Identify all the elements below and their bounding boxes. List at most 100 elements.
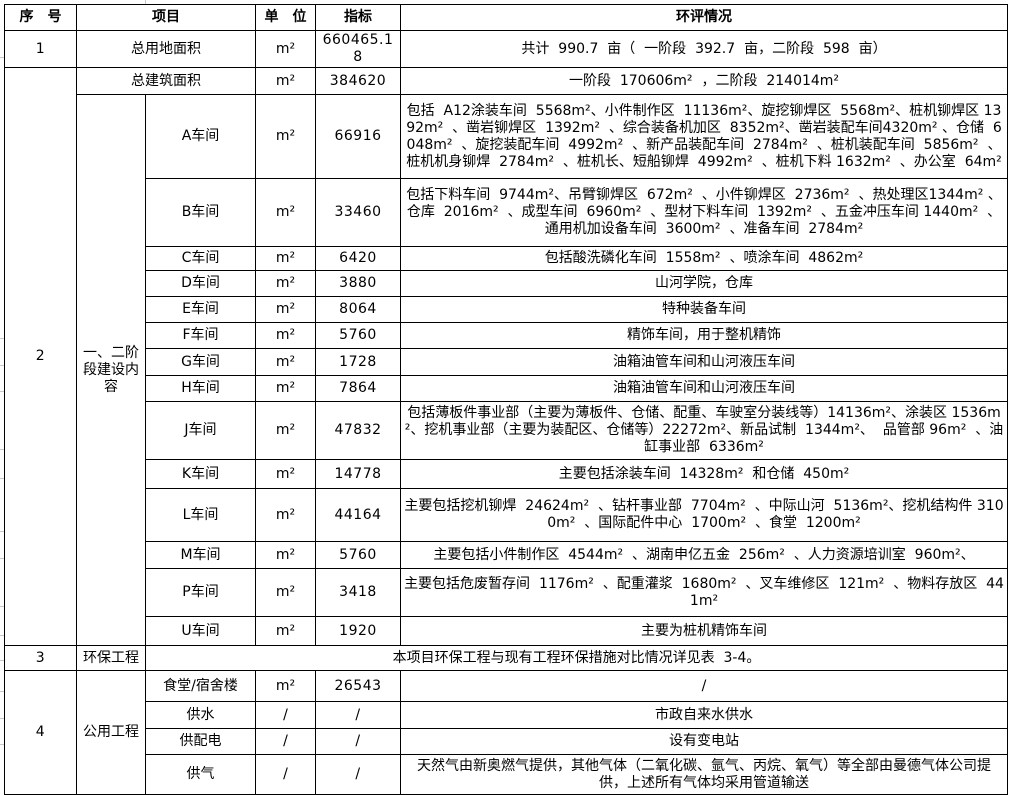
utility-name-cell: 食堂/宿舍楼 xyxy=(145,670,256,703)
eia-cell: 包括薄板件事业部（主要为薄板件、仓储、配重、车驶室分装线等）14136m²、涂装… xyxy=(400,401,1008,461)
index-cell: 660465.18 xyxy=(315,29,401,69)
workshop-name-cell: U车间 xyxy=(145,616,256,647)
unit-cell: m² xyxy=(255,94,316,180)
workshop-row: H车间 m² 7864 油箱油管车间和山河液压车间 xyxy=(5,375,1008,403)
unit-cell: / xyxy=(255,754,316,795)
index-cell: 8064 xyxy=(315,296,401,324)
workshop-row: F车间 m² 5760 精饰车间，用于整机精饰 xyxy=(5,322,1008,350)
index-cell: / xyxy=(315,728,401,756)
gridline-stub xyxy=(0,338,4,339)
eia-cell: 天然气由新奥燃气提供，其他气体（二氧化碳、氩气、丙烷、氧气）等全部由曼德气体公司… xyxy=(400,754,1008,795)
unit-cell: m² xyxy=(255,541,316,570)
workshop-name-cell: E车间 xyxy=(145,296,256,324)
eia-cell: 包括 A12涂装车间 5568m²、小件制作区 11136m²、旋挖铆焊区 55… xyxy=(400,94,1008,180)
workshop-name-cell: C车间 xyxy=(145,246,256,272)
workshop-name-cell: H车间 xyxy=(145,375,256,403)
row-total-land: 1 总用地面积 m² 660465.18 共计 990.7 亩（ 一阶段 392… xyxy=(4,29,1008,69)
gridline-stub xyxy=(0,744,4,745)
item-cell: 环保工程 xyxy=(76,645,146,672)
unit-cell: / xyxy=(255,728,316,756)
workshop-row: P车间 m² 3418 主要包括危废暂存间 1176m² 、配重灌浆 1680m… xyxy=(5,568,1008,618)
workshop-row: K车间 m² 14778 主要包括涂装车间 14328m² 和仓储 450m² xyxy=(5,459,1008,490)
gridline-stub xyxy=(0,691,4,692)
header-item: 项目 xyxy=(76,4,256,31)
utility-row: 供配电 / / 设有变电站 xyxy=(5,728,1008,756)
index-cell: 26543 xyxy=(315,670,401,703)
index-cell: 3418 xyxy=(315,568,401,618)
gridline-stub xyxy=(0,635,4,636)
item-cell: 公用工程 xyxy=(76,670,146,795)
workshop-row: U车间 m² 1920 主要为桩机精饰车间 xyxy=(5,616,1008,647)
gridline-stub xyxy=(0,391,4,392)
group-label-cell: 一、二阶段建设内容 xyxy=(76,94,146,647)
workshop-name-cell: F车间 xyxy=(145,322,256,350)
gridline-stub xyxy=(0,531,4,532)
workshop-name-cell: D车间 xyxy=(145,270,256,298)
utility-row: 4 公用工程 食堂/宿舍楼 m² 26543 / xyxy=(4,670,1008,795)
unit-cell: m² xyxy=(255,296,316,324)
index-cell: 5760 xyxy=(315,322,401,350)
unit-cell: m² xyxy=(255,270,316,298)
eia-cell: 主要为桩机精饰车间 xyxy=(400,616,1008,647)
utility-name-cell: 供配电 xyxy=(145,728,256,756)
workshop-name-cell: A车间 xyxy=(145,94,256,180)
serial-cell: 3 xyxy=(4,645,77,672)
gridline-stub xyxy=(0,558,4,559)
header-row: 序 号 项目 单 位 指标 环评情况 xyxy=(4,4,1008,31)
unit-cell: m² xyxy=(255,401,316,461)
workshop-row: M车间 m² 5760 主要包括小件制作区 4544m² 、湖南申亿五金 256… xyxy=(5,541,1008,570)
unit-cell: m² xyxy=(255,29,316,69)
workshop-name-cell: M车间 xyxy=(145,541,256,570)
eia-cell: 市政自来水供水 xyxy=(400,701,1008,730)
row-total-building: 2 总建筑面积 m² 384620 一阶段 170606m² ，二阶段 2140… xyxy=(4,67,1008,647)
index-cell: 44164 xyxy=(315,488,401,543)
gridline-stub xyxy=(145,0,146,4)
workshop-row: J车间 m² 47832 包括薄板件事业部（主要为薄板件、仓储、配重、车驶室分装… xyxy=(5,401,1008,461)
index-cell: 3880 xyxy=(315,270,401,298)
eia-cell: 包括酸洗磷化车间 1558m² 、喷涂车间 4862m² xyxy=(400,246,1008,272)
unit-cell: m² xyxy=(255,246,316,272)
eia-cell: 主要包括危废暂存间 1176m² 、配重灌浆 1680m² 、叉车维修区 121… xyxy=(400,568,1008,618)
utility-row: 供气 / / 天然气由新奥燃气提供，其他气体（二氧化碳、氩气、丙烷、氧气）等全部… xyxy=(5,754,1008,795)
eia-cell: 一阶段 170606m² ，二阶段 214014m² xyxy=(400,67,1008,96)
unit-cell: m² xyxy=(255,488,316,543)
item-cell: 总用地面积 xyxy=(76,29,256,69)
index-cell: / xyxy=(315,701,401,730)
index-cell: 1728 xyxy=(315,348,401,377)
eia-cell: 精饰车间，用于整机精饰 xyxy=(400,322,1008,350)
eia-cell: 主要包括小件制作区 4544m² 、湖南申亿五金 256m² 、人力资源培训室 … xyxy=(400,541,1008,570)
eia-comparison-table: 序 号 项目 单 位 指标 环评情况 1 总用地面积 m² 660465.18 … xyxy=(4,4,1008,795)
eia-cell: 主要包括挖机铆焊 24624m² 、钻杆事业部 7704m² 、中际山河 513… xyxy=(400,488,1008,543)
eia-cell: 特种装备车间 xyxy=(400,296,1008,324)
workshop-row: D车间 m² 3880 山河学院，仓库 xyxy=(5,270,1008,298)
workshop-name-cell: B车间 xyxy=(145,178,256,248)
utility-name-cell: 供水 xyxy=(145,701,256,730)
workshop-row: 一、二阶段建设内容 A车间 m² 66916 包括 A12涂装车间 5568m²… xyxy=(5,94,1008,647)
workshop-row: L车间 m² 44164 主要包括挖机铆焊 24624m² 、钻杆事业部 770… xyxy=(5,488,1008,543)
workshop-row: B车间 m² 33460 包括下料车间 9744m²、吊臂铆焊区 672m² 、… xyxy=(5,178,1008,248)
gridline-stub xyxy=(0,718,4,719)
unit-cell: m² xyxy=(255,616,316,647)
eia-cell: 主要包括涂装车间 14328m² 和仓储 450m² xyxy=(400,459,1008,490)
workshop-row: G车间 m² 1728 油箱油管车间和山河液压车间 xyxy=(5,348,1008,377)
index-cell: 47832 xyxy=(315,401,401,461)
row-env-protection: 3 环保工程 本项目环保工程与现有工程环保措施对比情况详见表 3-4。 xyxy=(4,645,1008,672)
gridline-stub xyxy=(0,449,4,450)
serial-cell: 4 xyxy=(4,670,77,795)
eia-cell: 包括下料车间 9744m²、吊臂铆焊区 672m² 、小件铆焊区 2736m² … xyxy=(400,178,1008,248)
workshop-name-cell: P车间 xyxy=(145,568,256,618)
utility-name-cell: 供气 xyxy=(145,754,256,795)
unit-cell: m² xyxy=(255,375,316,403)
index-cell: 66916 xyxy=(315,94,401,180)
eia-cell: / xyxy=(400,670,1008,703)
serial-cell: 2 xyxy=(4,67,77,647)
unit-cell: m² xyxy=(255,322,316,350)
eia-cell: 共计 990.7 亩（ 一阶段 392.7 亩，二阶段 598 亩） xyxy=(400,29,1008,69)
unit-cell: m² xyxy=(255,670,316,703)
index-cell: 1920 xyxy=(315,616,401,647)
gridline-stub xyxy=(0,57,4,58)
eia-cell: 本项目环保工程与现有工程环保措施对比情况详见表 3-4。 xyxy=(145,645,1008,672)
workshop-row: C车间 m² 6420 包括酸洗磷化车间 1558m² 、喷涂车间 4862m² xyxy=(5,246,1008,272)
header-index: 指标 xyxy=(315,4,401,31)
